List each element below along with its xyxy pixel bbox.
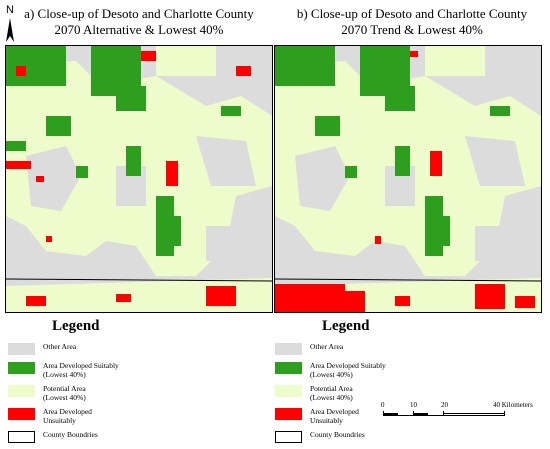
scale-tick	[383, 411, 384, 416]
map-panel-a	[5, 45, 273, 313]
scale-tick	[413, 411, 414, 416]
legend-swatch	[8, 431, 35, 443]
scale-tick	[504, 411, 505, 416]
legend-swatch	[275, 343, 302, 355]
north-arrow-label: N	[6, 4, 14, 16]
legend-label: Potential Area (Lowest 40%)	[43, 384, 86, 402]
legend-label: County Boundries	[310, 430, 365, 439]
legend-b: Other Area Area Developed Suitably (Lowe…	[275, 342, 485, 449]
panel-b-title: b) Close-up of Desoto and Charlotte Coun…	[277, 6, 547, 38]
legend-swatch	[275, 408, 302, 420]
county-boundary-line	[6, 278, 272, 282]
legend-swatch	[275, 385, 302, 397]
scale-segment	[443, 413, 505, 416]
panel-a-title: a) Close-up of Desoto and Charlotte Coun…	[4, 6, 274, 38]
legend-swatch	[8, 408, 35, 420]
scale-tick	[443, 411, 444, 416]
developed-unsuitably-regions	[275, 51, 535, 312]
legend-title-a: Legend	[52, 318, 100, 334]
county-boundary-line	[275, 278, 541, 282]
legend-item-potential-area: Potential Area (Lowest 40%)	[8, 384, 218, 404]
panel-a-title-line2: 2070 Alternative & Lowest 40%	[54, 22, 224, 37]
legend-item-county-boundaries: County Boundries	[275, 430, 485, 446]
legend-label: Potential Area (Lowest 40%)	[310, 384, 353, 402]
developed-suitably-regions	[275, 46, 510, 256]
map-a-canvas	[6, 46, 272, 312]
north-arrow-icon	[6, 18, 14, 42]
legend-label: Area Developed Suitably (Lowest 40%)	[310, 361, 386, 379]
map-panel-b	[274, 45, 542, 313]
legend-swatch	[275, 431, 302, 443]
legend-item-other-area: Other Area	[8, 342, 218, 358]
scale-segment	[413, 413, 428, 415]
legend-item-developed-suitably: Area Developed Suitably (Lowest 40%)	[8, 361, 218, 381]
scale-bar: 0 10 20 40 Kilometers	[381, 401, 543, 431]
legend-label: Area Developed Unsuitably	[310, 407, 359, 425]
legend-swatch	[8, 362, 35, 374]
legend-item-county-boundaries: County Boundries	[8, 430, 218, 446]
panel-b-title-line1: b) Close-up of Desoto and Charlotte Coun…	[296, 6, 528, 21]
legend-swatch	[8, 385, 35, 397]
legend-label: County Boundries	[43, 430, 98, 439]
panel-a-title-line1: a) Close-up of Desoto and Charlotte Coun…	[24, 6, 254, 21]
legend-item-developed-unsuitably: Area Developed Unsuitably	[275, 407, 485, 427]
scale-line	[383, 415, 505, 416]
scale-tick-label: 0	[381, 401, 385, 409]
legend-a: Other Area Area Developed Suitably (Lowe…	[8, 342, 218, 449]
legend-item-potential-area: Potential Area (Lowest 40%)	[275, 384, 485, 404]
legend-title-b: Legend	[322, 318, 370, 334]
scale-segment	[383, 413, 398, 415]
legend-item-developed-unsuitably: Area Developed Unsuitably	[8, 407, 218, 427]
legend-swatch	[8, 343, 35, 355]
map-b-canvas	[275, 46, 541, 312]
north-arrow: N	[2, 4, 18, 46]
legend-label: Area Developed Suitably (Lowest 40%)	[43, 361, 119, 379]
panel-b-title-line2: 2070 Trend & Lowest 40%	[341, 22, 483, 37]
other-area-holes	[26, 136, 256, 261]
legend-item-other-area: Other Area	[275, 342, 485, 358]
developed-unsuitably-regions	[6, 51, 251, 306]
legend-label: Other Area	[43, 342, 77, 351]
legend-label: Other Area	[310, 342, 344, 351]
scale-tick-label: 20	[441, 401, 448, 409]
legend-item-developed-suitably: Area Developed Suitably (Lowest 40%)	[275, 361, 485, 381]
scale-end-label: 40 Kilometers	[493, 401, 533, 409]
legend-label: Area Developed Unsuitably	[43, 407, 92, 425]
legend-swatch	[275, 362, 302, 374]
scale-tick-label: 10	[410, 401, 417, 409]
